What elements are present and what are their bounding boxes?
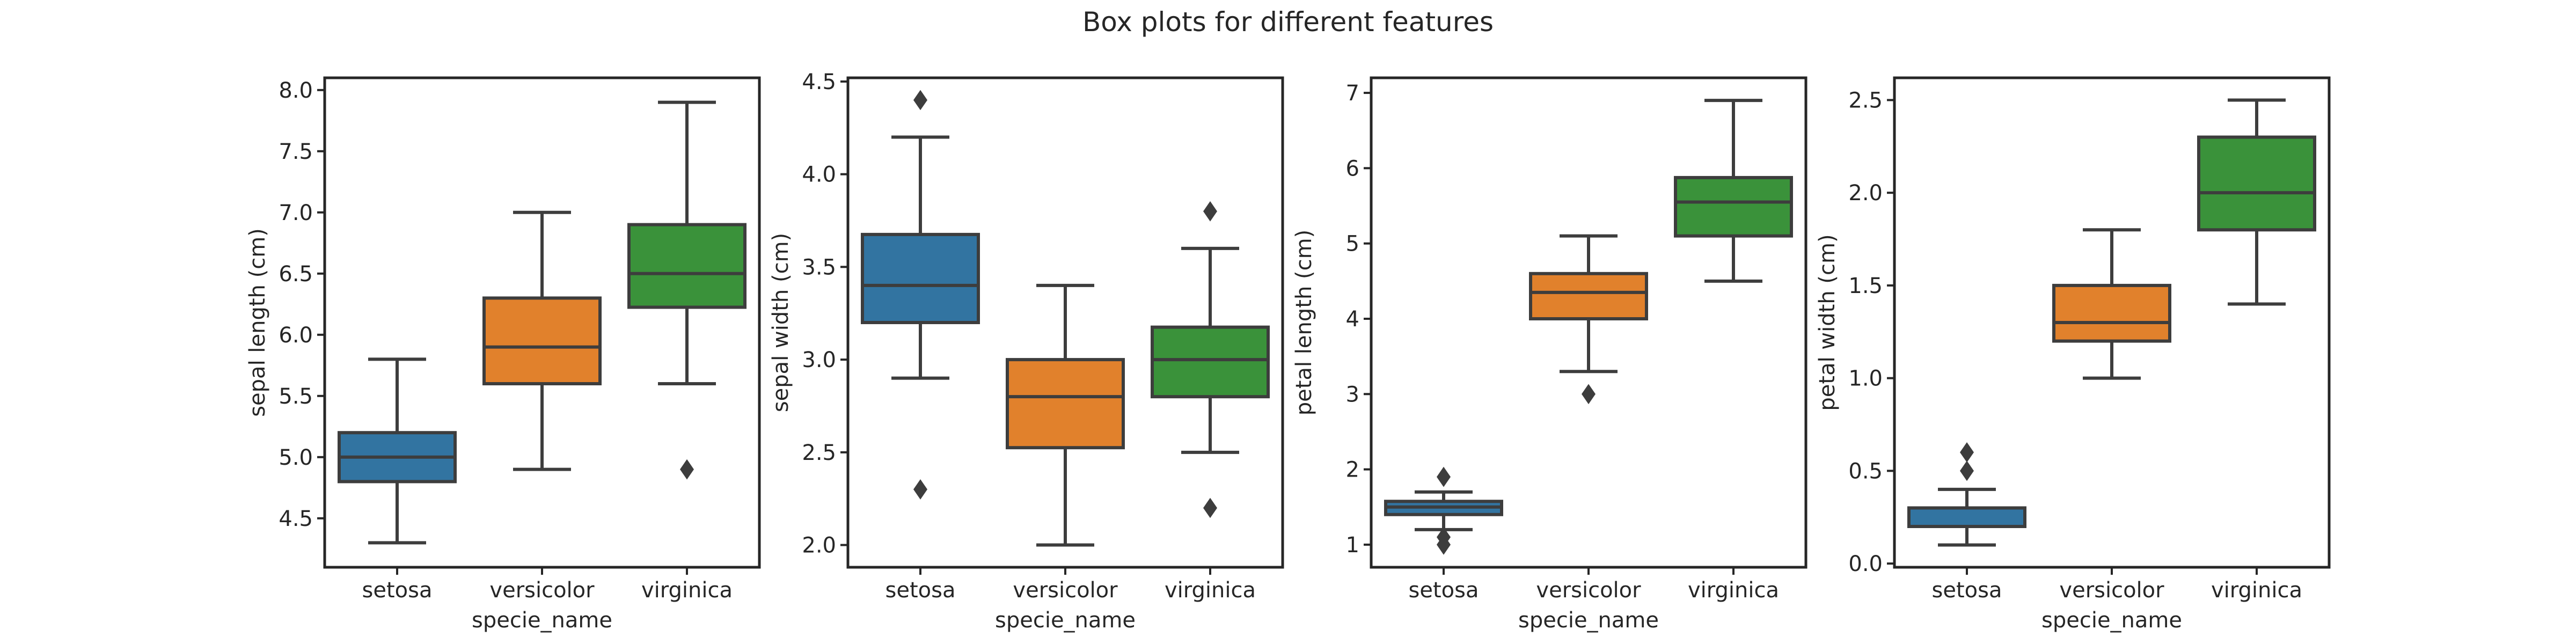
x-tick-label: setosa (1932, 578, 2002, 603)
box-setosa (1907, 442, 2026, 547)
axes-frame (1370, 76, 1807, 569)
x-tick-label: versicolor (489, 578, 595, 603)
panel-4: 0.0 0.5 1.0 1.5 2.0 2.5 setosa versicolor virgin… (1815, 76, 2331, 633)
y-tick-label: 5.0 (279, 445, 313, 470)
y-tick-label: 2.5 (1848, 88, 1883, 113)
y-tick-label: 4.5 (279, 507, 313, 531)
y-tick-label: 6.5 (279, 262, 313, 287)
outlier-point (680, 459, 694, 480)
box-virginica (627, 100, 747, 480)
y-tick-label: 7.0 (279, 201, 313, 225)
x-axis-label: specie_name (995, 608, 1136, 633)
box-body (1529, 272, 1648, 320)
x-tick-label: versicolor (2059, 578, 2164, 603)
outlier-point (1437, 466, 1451, 487)
x-tick-label: versicolor (1013, 578, 1118, 603)
box-body (627, 223, 747, 309)
y-tick-label: 4.0 (802, 163, 836, 187)
x-tick-label: versicolor (1536, 578, 1641, 603)
box-versicolor (1006, 283, 1125, 547)
y-tick-label: 2.0 (1848, 181, 1883, 206)
panel-1: 4.5 5.0 5.5 6.0 6.5 7.0 7.5 8.0 setosa versicolor… (245, 76, 761, 633)
box-body (1907, 506, 2026, 528)
y-axis-label: petal width (cm) (1815, 234, 1840, 411)
outlier-point (1960, 442, 1974, 463)
y-tick-label: 6 (1346, 156, 1359, 181)
y-tick-label: 3.0 (802, 348, 836, 372)
x-tick-label: setosa (362, 578, 433, 603)
box-setosa (338, 357, 457, 545)
y-tick-label: 7.5 (279, 140, 313, 164)
outlier-point (1437, 535, 1451, 555)
box-virginica (1151, 201, 1270, 518)
x-axis-label: specie_name (2041, 608, 2182, 633)
y-tick-label: 5 (1346, 232, 1359, 257)
x-axis-label: specie_name (472, 608, 612, 633)
box-body (482, 296, 602, 386)
y-tick-label: 0.0 (1848, 552, 1883, 576)
x-tick-label: virginica (641, 578, 733, 603)
panels: 4.5 5.0 5.5 6.0 6.5 7.0 7.5 8.0 setosa versicolor… (245, 70, 2331, 633)
box-setosa (861, 90, 980, 500)
box-virginica (2197, 98, 2316, 306)
y-tick-label: 2 (1346, 458, 1359, 482)
y-tick-label: 1 (1346, 533, 1359, 558)
box-body (2052, 283, 2171, 343)
y-tick-label: 3 (1346, 382, 1359, 407)
y-tick-label: 1.5 (1848, 274, 1883, 298)
x-axis-label: specie_name (1518, 608, 1659, 633)
axes-frame (1893, 76, 2331, 569)
box-body (1006, 358, 1125, 450)
y-axis-label: sepal length (cm) (245, 228, 270, 417)
y-tick-label: 6.0 (279, 323, 313, 348)
y-tick-label: 5.5 (279, 384, 313, 409)
box-body (1151, 325, 1270, 399)
box-body (1674, 175, 1793, 238)
y-axis-label: petal length (cm) (1292, 230, 1316, 415)
outlier-point (913, 479, 927, 500)
x-tick-label: virginica (1688, 578, 1779, 603)
figure-title: Box plots for different features (1082, 6, 1494, 38)
outlier-point (1203, 201, 1217, 222)
box-virginica (1674, 99, 1793, 283)
y-tick-label: 8.0 (279, 78, 313, 103)
y-tick-label: 1.0 (1848, 367, 1883, 391)
box-body (2197, 135, 2316, 232)
x-tick-label: setosa (1409, 578, 1479, 603)
x-tick-label: virginica (1165, 578, 1256, 603)
outlier-point (1582, 384, 1596, 405)
x-tick-label: setosa (885, 578, 956, 603)
y-axis-label: sepal width (cm) (769, 233, 793, 412)
box-setosa (1384, 466, 1503, 555)
axes-frame (846, 76, 1284, 569)
panel-2: 2.0 2.5 3.0 3.5 4.0 4.5 setosa versicolor virgin… (769, 70, 1284, 633)
outlier-point (1960, 460, 1974, 481)
y-tick-label: 2.5 (802, 441, 836, 465)
y-tick-label: 2.0 (802, 533, 836, 558)
x-tick-label: virginica (2211, 578, 2302, 603)
panel-3: 1 2 3 4 5 6 7 setosa versicolor virginica specie_n… (1292, 76, 1807, 633)
y-tick-label: 4.5 (802, 70, 836, 94)
box-versicolor (1529, 234, 1648, 405)
axes-frame (323, 76, 761, 569)
box-versicolor (482, 210, 602, 471)
outlier-point (1203, 497, 1217, 518)
y-tick-label: 7 (1346, 81, 1359, 106)
box-body (861, 232, 980, 324)
box-versicolor (2052, 228, 2171, 380)
y-tick-label: 0.5 (1848, 459, 1883, 484)
outlier-point (913, 90, 927, 111)
y-tick-label: 3.5 (802, 255, 836, 280)
y-tick-label: 4 (1346, 307, 1359, 332)
